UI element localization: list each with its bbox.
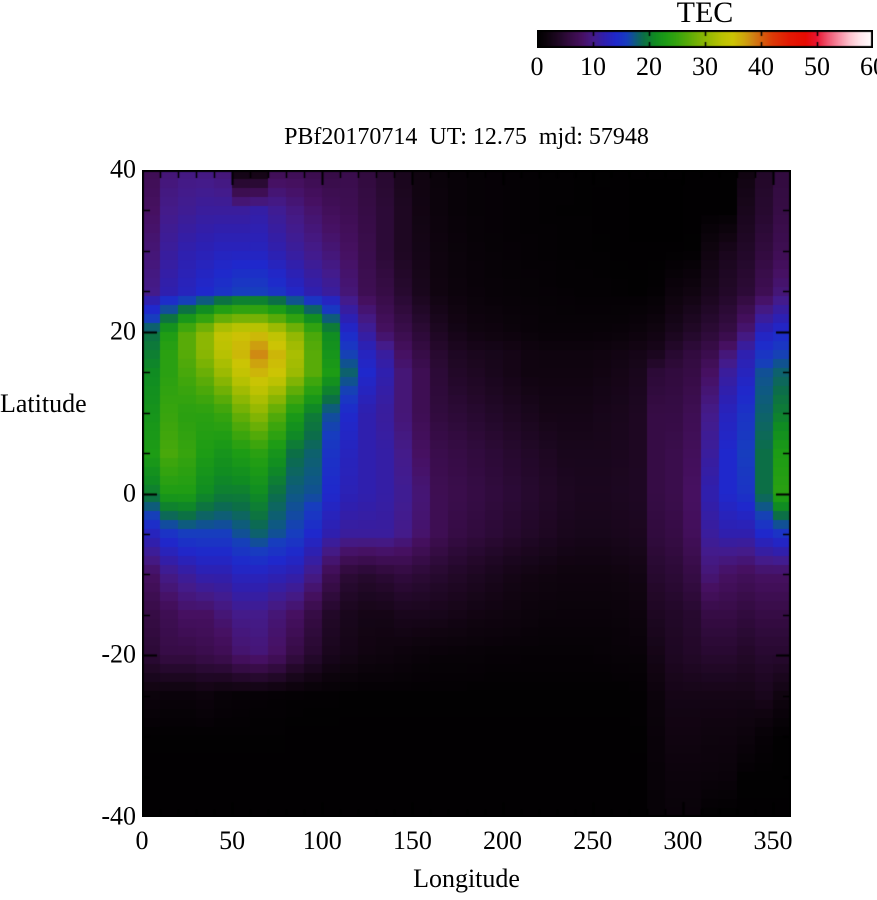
x-axis-tick-label: 200 [483,826,523,855]
colorbar-title: TEC [676,0,734,29]
colorbar [537,30,873,48]
x-axis-tick-label: 0 [135,826,149,855]
colorbar-tick-label: 40 [748,52,774,81]
y-axis-tick-label: -20 [101,639,136,669]
y-axis-tick-label: 40 [110,154,136,184]
colorbar-tick-label: 60 [860,52,877,81]
colorbar-tick-label: 0 [530,52,544,81]
colorbar-tick-label: 50 [804,52,830,81]
x-axis-tick-label: 300 [663,826,703,855]
heatmap-canvas [142,170,791,817]
colorbar-tick-label: 20 [636,52,662,81]
colorbar-tick-label: 10 [580,52,606,81]
y-axis-label: Latitude [0,389,87,418]
y-axis-tick-label: -40 [101,801,136,831]
y-axis-tick-labels: 40 20 0 -20 -40 [0,0,140,900]
plot-title: PBf20170714 UT: 12.75 mjd: 57948 [284,124,649,150]
x-axis-tick-label: 50 [219,826,246,855]
x-axis-tick-labels: 0 50 100 150 200 250 300 350 [136,826,793,860]
y-axis-tick-label: 0 [123,477,136,507]
x-axis-tick-label: 100 [302,826,342,855]
y-axis-tick-label: 20 [110,316,136,346]
x-axis-tick-label: 150 [392,826,432,855]
colorbar-tick-label: 30 [692,52,718,81]
colorbar-tick-labels: 0 10 20 30 40 50 60 [531,52,877,84]
x-axis-tick-label: 250 [573,826,613,855]
x-axis-label: Longitude [413,864,520,893]
x-axis-tick-label: 350 [753,826,793,855]
